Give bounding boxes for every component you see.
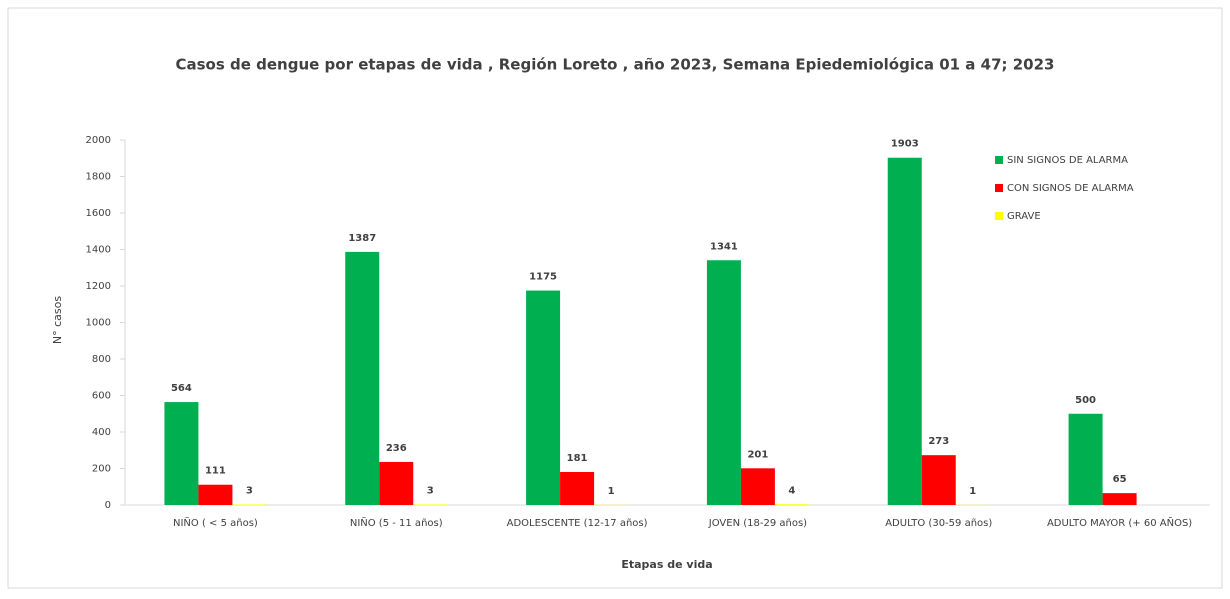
bar <box>1103 493 1137 505</box>
value-label: 65 <box>1113 474 1127 485</box>
y-tick-label: 1600 <box>86 208 111 219</box>
bar <box>379 462 413 505</box>
y-tick-label: 1800 <box>86 172 111 183</box>
y-tick-label: 2000 <box>86 135 111 146</box>
legend-swatch <box>995 156 1003 164</box>
legend-swatch <box>995 184 1003 192</box>
y-tick-label: 1000 <box>86 318 111 329</box>
value-label: 3 <box>427 485 434 496</box>
value-label: 3 <box>246 485 253 496</box>
y-tick-label: 0 <box>105 500 111 511</box>
value-label: 1 <box>608 486 615 497</box>
value-label: 181 <box>567 453 588 464</box>
value-label: 500 <box>1075 395 1096 406</box>
y-axis-label: N° casos <box>51 296 64 344</box>
bar <box>526 291 560 505</box>
bar <box>888 158 922 505</box>
y-tick-label: 1200 <box>86 281 111 292</box>
y-tick-label: 800 <box>92 354 111 365</box>
bar <box>232 504 266 505</box>
value-label: 1903 <box>891 139 919 150</box>
x-tick-label: NIÑO (5 - 11 años) <box>350 516 443 529</box>
value-label: 1341 <box>710 241 738 252</box>
value-label: 564 <box>171 383 192 394</box>
legend-label: GRAVE <box>1007 211 1041 222</box>
y-tick-label: 400 <box>92 427 111 438</box>
bar <box>1069 414 1103 505</box>
value-label: 236 <box>386 443 407 454</box>
bar <box>775 504 809 505</box>
bar <box>164 402 198 505</box>
value-label: 4 <box>788 485 795 496</box>
bar <box>922 455 956 505</box>
y-tick-label: 200 <box>92 464 111 475</box>
bar <box>741 468 775 505</box>
legend-swatch <box>995 212 1003 220</box>
value-label: 1387 <box>348 233 376 244</box>
x-tick-label: ADULTO (30-59 años) <box>885 518 992 529</box>
x-tick-label: JOVEN (18-29 años) <box>708 518 807 529</box>
x-tick-label: ADULTO MAYOR (+ 60 AÑOS) <box>1047 516 1192 529</box>
x-axis-label: Etapas de vida <box>621 558 712 571</box>
value-label: 201 <box>747 449 768 460</box>
y-tick-label: 600 <box>92 391 111 402</box>
x-tick-label: ADOLESCENTE (12-17 años) <box>507 518 648 529</box>
value-label: 1175 <box>529 272 557 283</box>
bar <box>707 260 741 505</box>
legend-label: CON SIGNOS DE ALARMA <box>1007 183 1134 194</box>
chart-title: Casos de dengue por etapas de vida , Reg… <box>176 56 1055 74</box>
value-label: 273 <box>928 436 949 447</box>
bar <box>198 485 232 505</box>
value-label: 111 <box>205 466 226 477</box>
x-tick-label: NIÑO ( < 5 años) <box>173 516 258 529</box>
bar <box>560 472 594 505</box>
legend-label: SIN SIGNOS DE ALARMA <box>1007 155 1128 166</box>
y-tick-label: 1400 <box>86 245 111 256</box>
bar <box>345 252 379 505</box>
value-label: 1 <box>969 486 976 497</box>
bar <box>413 504 447 505</box>
